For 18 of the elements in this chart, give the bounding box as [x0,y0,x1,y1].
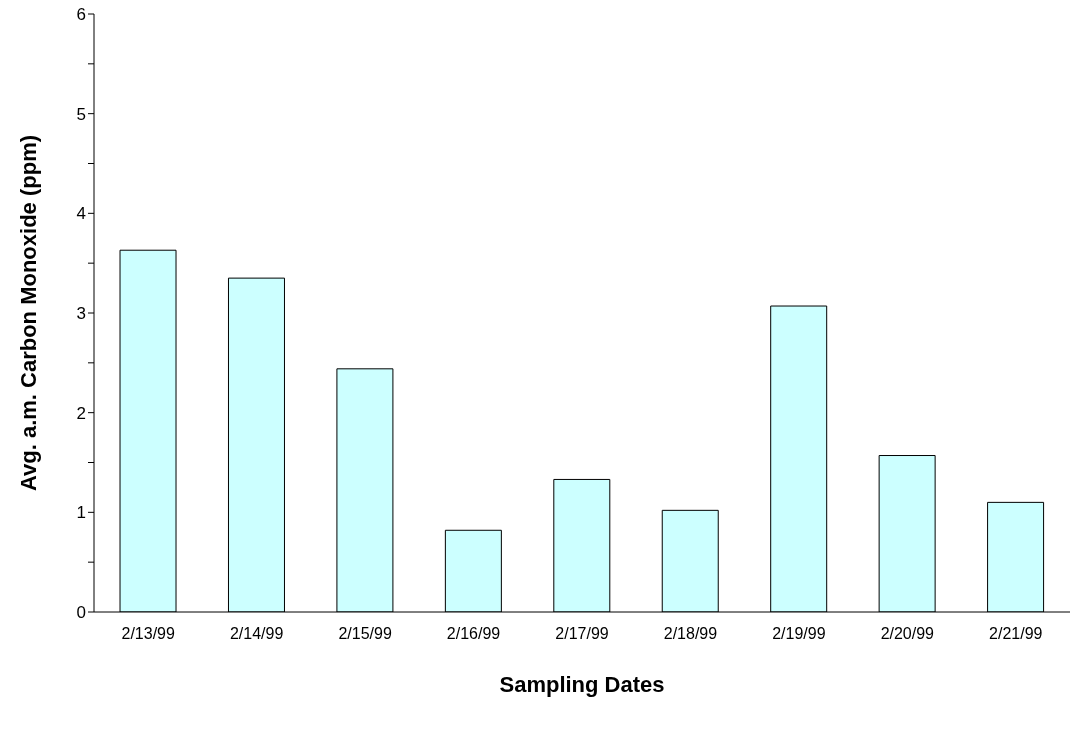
y-tick-label: 4 [76,204,86,224]
y-tick-label: 2 [76,403,86,423]
y-tick-label: 1 [76,503,86,523]
x-tick-label: 2/14/99 [229,625,284,643]
x-tick-label: 2/15/99 [338,625,392,643]
x-tick-label: 2/16/99 [446,625,501,643]
x-tick-label: 2/17/99 [555,625,609,643]
y-tick-label: 6 [76,5,86,25]
x-tick-label: 2/13/99 [121,625,176,643]
y-tick-label: 0 [76,603,86,623]
y-tick-label: 5 [76,104,86,124]
x-tick-label: 2/21/99 [989,625,1043,643]
y-tick-label: 3 [76,304,86,324]
x-tick-label: 2/18/99 [663,625,718,643]
y-axis-title: Avg. a.m. Carbon Monoxide (ppm) [15,134,41,492]
x-tick-label: 2/19/99 [772,625,826,643]
x-axis-title: Sampling Dates [499,672,665,697]
x-tick-label: 2/20/99 [880,625,935,643]
